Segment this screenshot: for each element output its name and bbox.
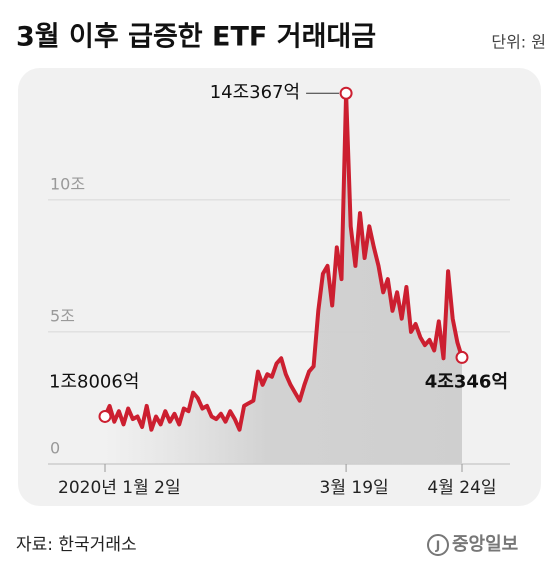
source: 자료: 한국거래소	[16, 535, 137, 555]
logo-icon	[427, 534, 449, 556]
point-marker	[339, 86, 353, 100]
x-tick-label: 3월 19일	[320, 478, 389, 498]
line	[103, 91, 464, 432]
y-tick-label: 10조	[50, 174, 85, 193]
point-marker	[455, 350, 469, 364]
value-label: 1조8006억	[49, 371, 139, 392]
x-tick-label: 2020년 1월 2일	[58, 478, 181, 498]
value-label: 14조367억	[210, 82, 300, 103]
logo: 중앙일보	[452, 534, 518, 555]
logo-icon-letter: J	[435, 539, 440, 553]
x-tick-label: 4월 24일	[427, 478, 496, 498]
chart-title: 3월 이후 급증한 ETF 거래대금	[16, 22, 376, 53]
plot: 0 5조 10조 2020년 1월 2일 3월 19일 4월 24일 1조8006억 14조3…	[48, 82, 510, 498]
area	[105, 93, 462, 464]
point-marker	[98, 409, 112, 423]
unit-label: 단위: 원	[491, 33, 546, 52]
y-tick-label: 0	[50, 439, 60, 458]
value-label: 4조346억	[425, 371, 508, 392]
y-tick-label: 5조	[50, 306, 75, 325]
